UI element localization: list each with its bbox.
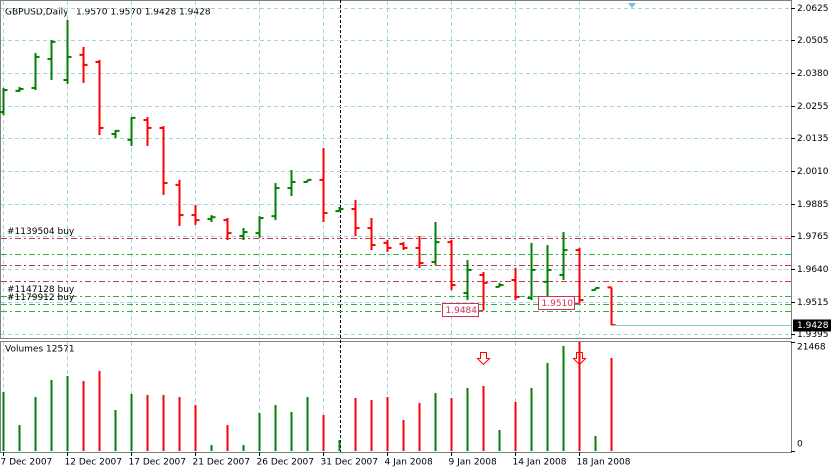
x-tick-label: 4 Jan 2008: [385, 458, 433, 468]
x-tick-label: 26 Dec 2007: [257, 458, 315, 468]
volume-panel: [0, 341, 792, 453]
price-panel: [0, 0, 792, 339]
annotation-label: 1.9484: [446, 306, 478, 316]
last-price-box: [793, 319, 831, 332]
annotation-label: 1.9510: [542, 299, 574, 309]
symbol: GBPUSD,Daily: [5, 8, 69, 18]
y-tick-label: 1.9515: [797, 298, 829, 308]
volume-title: Volumes 12571: [5, 345, 75, 355]
last-price-label: 1.9428: [797, 321, 829, 331]
x-tick-label: 31 Dec 2007: [321, 458, 379, 468]
shift-marker: [628, 3, 636, 8]
y-tick-label: 1.9885: [797, 200, 829, 210]
x-tick-label: 9 Jan 2008: [449, 458, 497, 468]
y-tick-label: 1.9765: [797, 232, 829, 242]
annotation-box: [442, 303, 479, 317]
x-tick-label: 7 Dec 2007: [1, 458, 53, 468]
y-tick-label: 2.0505: [797, 36, 829, 46]
order-label: #1139504 buy: [7, 227, 75, 237]
signal-arrow: [476, 352, 491, 366]
last-bar-prices: 1.9570 1.9570 1.9428 1.9428: [76, 8, 211, 18]
y-tick-label: 2.0380: [797, 69, 829, 79]
x-tick-label: 18 Jan 2008: [577, 458, 631, 468]
annotation-box: [538, 296, 575, 310]
order-label: #1147128 buy: [7, 285, 75, 295]
y-tick-label: 2.0625: [797, 4, 829, 14]
y-tick-label: 1.9395: [797, 330, 829, 340]
x-tick-label: 21 Dec 2007: [193, 458, 251, 468]
y-tick-label: 2.0135: [797, 134, 829, 144]
x-tick-label: 17 Dec 2007: [129, 458, 187, 468]
y-tick-label: 21468: [797, 343, 826, 353]
y-tick-label: 1.9640: [797, 265, 829, 275]
order-label: #1179912 buy: [7, 293, 75, 303]
x-tick-label: 12 Dec 2007: [65, 458, 123, 468]
x-tick-label: 14 Jan 2008: [513, 458, 567, 468]
y-tick-label: 2.0010: [797, 167, 829, 177]
y-tick-label: 2.0255: [797, 102, 829, 112]
y-tick-label: 0: [797, 440, 803, 450]
